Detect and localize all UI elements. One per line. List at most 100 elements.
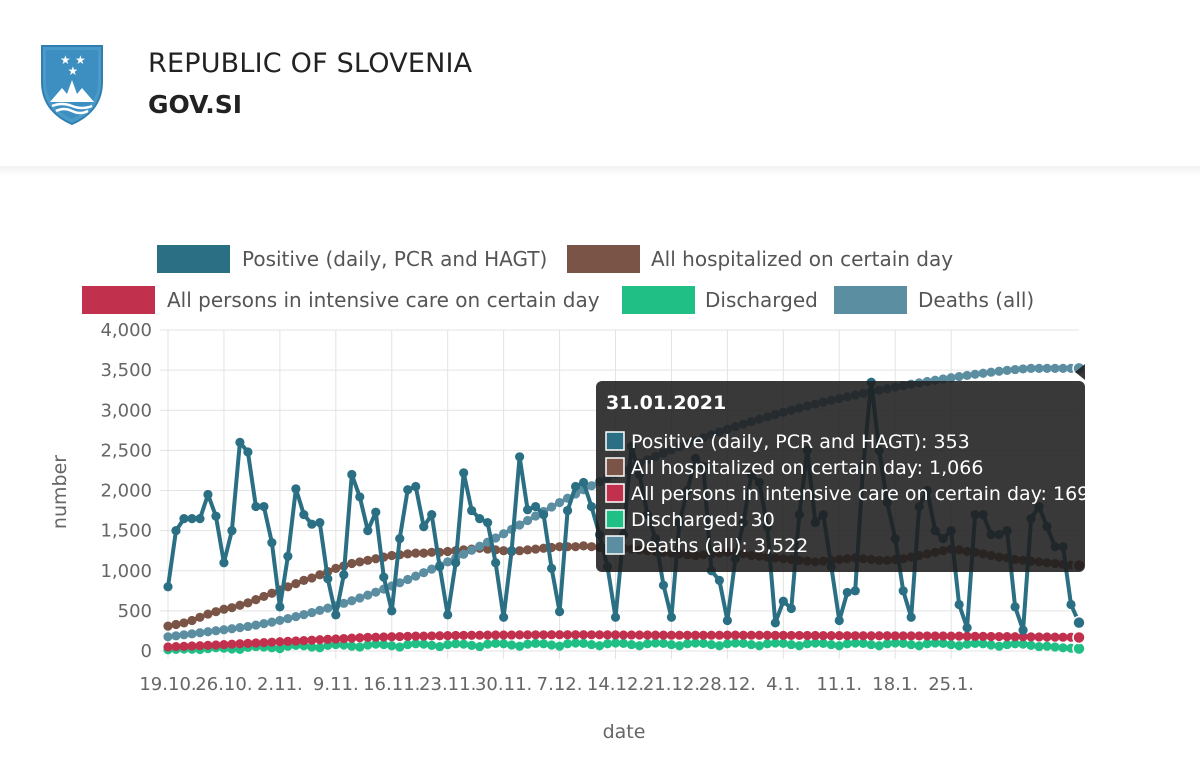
data-point-positive[interactable] (962, 623, 972, 633)
data-point-hospitalized[interactable] (331, 563, 341, 573)
data-point-hospitalized[interactable] (243, 598, 253, 608)
data-point-positive[interactable] (483, 518, 493, 528)
data-point-positive[interactable] (187, 513, 197, 524)
data-point-positive[interactable] (379, 572, 389, 582)
data-point-discharged[interactable] (906, 639, 916, 650)
data-point-discharged[interactable] (483, 639, 493, 649)
data-point-icu[interactable] (275, 637, 285, 647)
data-point-icu[interactable] (738, 630, 748, 640)
data-point-icu[interactable] (698, 630, 709, 640)
data-point-hospitalized[interactable] (219, 604, 229, 614)
data-point-deaths[interactable] (323, 603, 333, 613)
data-point-discharged[interactable] (419, 639, 429, 649)
data-point-hospitalized[interactable] (355, 557, 365, 567)
data-point-icu[interactable] (171, 641, 181, 652)
data-point-deaths[interactable] (235, 623, 245, 633)
data-point-icu[interactable] (371, 632, 381, 642)
data-point-positive[interactable] (523, 505, 533, 515)
data-point-icu[interactable] (163, 642, 173, 652)
data-point-positive[interactable] (211, 511, 221, 521)
data-point-icu[interactable] (211, 640, 221, 650)
data-point-deaths[interactable] (163, 632, 173, 642)
data-point-discharged[interactable] (666, 639, 677, 650)
data-point-discharged[interactable] (1058, 643, 1068, 653)
data-point-discharged[interactable] (714, 641, 724, 651)
data-point-hospitalized[interactable] (235, 600, 245, 610)
data-point-discharged[interactable] (898, 638, 908, 648)
data-point-discharged[interactable] (722, 639, 732, 649)
data-point-hospitalized[interactable] (195, 612, 205, 622)
data-point-discharged[interactable] (459, 639, 469, 649)
data-point-deaths[interactable] (307, 607, 317, 618)
data-point-hospitalized[interactable] (570, 542, 581, 552)
data-point-icu[interactable] (179, 641, 189, 651)
data-point-discharged[interactable] (1010, 639, 1020, 649)
data-point-discharged[interactable] (626, 639, 637, 650)
data-point-hospitalized[interactable] (187, 615, 197, 626)
data-point-discharged[interactable] (507, 640, 517, 650)
data-point-hospitalized[interactable] (427, 547, 437, 557)
data-point-icu[interactable] (1042, 632, 1052, 642)
data-point-deaths[interactable] (203, 627, 213, 637)
data-point-icu[interactable] (347, 633, 357, 643)
legend-item-hospitalized[interactable]: All hospitalized on certain day (567, 245, 953, 273)
data-point-hospitalized[interactable] (171, 619, 181, 630)
data-point-icu[interactable] (746, 630, 756, 640)
data-point-icu[interactable] (259, 637, 269, 648)
data-point-positive[interactable] (395, 534, 405, 544)
data-point-discharged[interactable] (930, 638, 940, 648)
data-point-icu[interactable] (914, 631, 924, 641)
data-point-hospitalized[interactable] (554, 542, 565, 552)
data-point-discharged[interactable] (451, 639, 461, 649)
data-point-positive[interactable] (387, 606, 397, 616)
data-point-discharged[interactable] (674, 641, 685, 651)
data-point-icu[interactable] (483, 630, 493, 640)
data-point-positive[interactable] (163, 582, 173, 592)
data-point-discharged[interactable] (882, 639, 892, 649)
data-point-discharged[interactable] (946, 639, 956, 650)
data-point-icu[interactable] (666, 630, 677, 640)
data-point-hospitalized[interactable] (363, 555, 373, 565)
data-point-icu[interactable] (1072, 630, 1086, 645)
data-point-positive[interactable] (586, 501, 597, 512)
data-point-deaths[interactable] (1058, 363, 1068, 373)
data-point-deaths[interactable] (1018, 364, 1028, 374)
data-point-icu[interactable] (706, 630, 717, 640)
data-point-positive[interactable] (419, 522, 429, 532)
data-point-icu[interactable] (251, 638, 261, 648)
data-point-icu[interactable] (459, 630, 469, 640)
data-point-icu[interactable] (810, 630, 820, 641)
legend-item-positive[interactable]: Positive (daily, PCR and HAGT) (157, 245, 547, 273)
data-point-discharged[interactable] (578, 638, 589, 648)
data-point-positive[interactable] (786, 603, 796, 614)
data-point-hospitalized[interactable] (283, 582, 293, 592)
data-point-icu[interactable] (818, 630, 828, 641)
data-point-icu[interactable] (618, 630, 629, 640)
data-point-discharged[interactable] (994, 641, 1004, 651)
data-point-icu[interactable] (658, 630, 669, 640)
data-point-discharged[interactable] (530, 638, 541, 648)
data-point-icu[interactable] (323, 634, 333, 644)
data-point-icu[interactable] (778, 630, 788, 640)
data-point-icu[interactable] (291, 636, 301, 646)
data-point-icu[interactable] (802, 630, 812, 641)
data-point-discharged[interactable] (794, 641, 804, 651)
data-point-discharged[interactable] (491, 638, 501, 648)
data-point-deaths[interactable] (1026, 363, 1036, 373)
data-point-deaths[interactable] (427, 564, 437, 574)
data-point-discharged[interactable] (954, 641, 964, 651)
data-point-icu[interactable] (690, 630, 701, 640)
data-point-deaths[interactable] (411, 571, 421, 581)
data-point-icu[interactable] (754, 630, 764, 640)
data-point-discharged[interactable] (682, 639, 693, 649)
data-point-icu[interactable] (586, 630, 597, 640)
data-point-hospitalized[interactable] (163, 621, 173, 631)
data-point-deaths[interactable] (467, 545, 477, 555)
data-point-icu[interactable] (626, 630, 637, 640)
data-point-icu[interactable] (1058, 632, 1068, 642)
data-point-discharged[interactable] (690, 638, 701, 648)
data-point-deaths[interactable] (459, 549, 469, 559)
legend-item-icu[interactable]: All persons in intensive care on certain… (82, 286, 600, 314)
data-point-discharged[interactable] (978, 639, 988, 649)
data-point-hospitalized[interactable] (515, 546, 525, 556)
